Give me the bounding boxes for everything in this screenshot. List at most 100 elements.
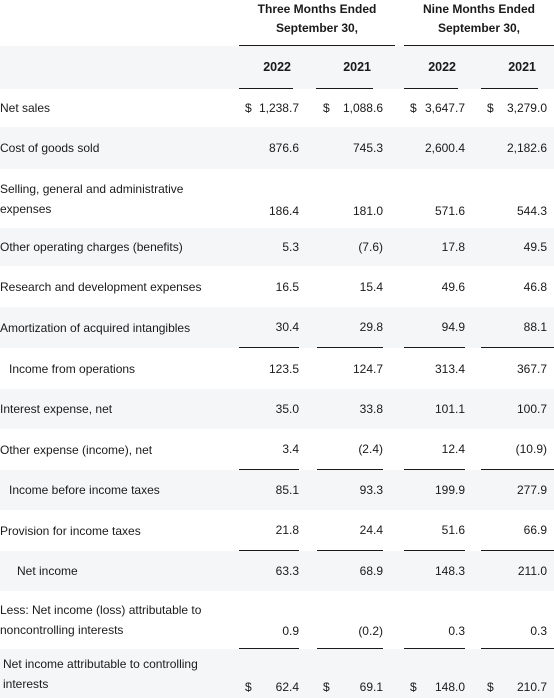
currency-symbol: $: [410, 101, 417, 115]
currency-symbol: $: [487, 101, 494, 115]
value-cell: 51.6: [404, 510, 465, 551]
value-q-2022: 63.3: [275, 564, 299, 578]
value-cell: 0.9: [239, 591, 299, 649]
value-cell: 199.9: [404, 470, 465, 510]
table-row: Selling, general and administrative expe…: [0, 169, 554, 228]
row-label-line2: interests: [3, 676, 49, 691]
value-q-2022: 876.6: [268, 141, 299, 155]
value-9m-2022: 51.6: [441, 523, 465, 537]
table-row: Net sales $1,238.7 $1,088.6 $3,647.7 $3,…: [0, 89, 554, 127]
value-cell: 93.3: [317, 470, 383, 510]
value-9m-2022: 148.0: [434, 680, 465, 694]
value-9m-2021: 66.9: [523, 523, 547, 537]
value-cell: 68.9: [317, 551, 383, 591]
row-label: Net income attributable to controlling i…: [0, 649, 198, 698]
value-cell: 21.8: [239, 510, 299, 551]
table-row: Income before income taxes 85.1 93.3 199…: [0, 470, 554, 510]
three-months-header-line1: Three Months Ended: [257, 2, 377, 16]
value-9m-2021: 367.7: [516, 361, 547, 376]
value-9m-2022: 49.6: [441, 279, 465, 294]
value-q-2021: 29.8: [359, 320, 383, 334]
value-cell: 186.4: [239, 169, 299, 228]
value-q-2021: 68.9: [359, 564, 383, 578]
currency-symbol: $: [323, 101, 330, 115]
value-cell: $1,088.6: [317, 89, 383, 127]
table-row: Net income 63.3 68.9 148.3 211.0: [0, 551, 554, 591]
value-q-2021: (7.6): [358, 240, 383, 254]
row-label: Other expense (income), net: [0, 442, 153, 457]
value-9m-2022: 0.3: [448, 624, 465, 638]
table-row: Less: Net income (loss) attributable to …: [0, 591, 554, 649]
row-label: Selling, general and administrative expe…: [0, 169, 183, 228]
value-9m-2021: 544.3: [516, 204, 547, 218]
value-9m-2021: 0.3: [530, 624, 547, 638]
value-9m-2022: 571.6: [434, 204, 465, 218]
value-cell: $148.0: [404, 649, 465, 698]
row-label: Less: Net income (loss) attributable to …: [0, 591, 201, 649]
value-cell: 85.1: [239, 470, 299, 510]
value-cell: 29.8: [317, 307, 383, 348]
value-cell: 544.3: [481, 169, 547, 228]
value-cell: 12.4: [404, 429, 465, 470]
value-q-2022: 85.1: [275, 483, 299, 497]
currency-symbol: $: [245, 101, 252, 115]
value-cell: 211.0: [481, 551, 547, 591]
value-q-2021: 124.7: [352, 361, 383, 376]
value-cell: 3.4: [239, 429, 299, 470]
value-cell: 181.0: [317, 169, 383, 228]
value-cell: (7.6): [317, 228, 383, 266]
value-cell: 0.3: [481, 591, 554, 649]
value-q-2022: 16.5: [275, 279, 299, 294]
year-header-q-2021: 2021: [316, 46, 373, 89]
table-row: Interest expense, net 35.0 33.8 101.1 10…: [0, 389, 554, 429]
nine-months-header-line2: September 30,: [437, 21, 521, 35]
row-label: Income before income taxes: [9, 483, 160, 497]
table-row: Net income attributable to controlling i…: [0, 649, 554, 698]
value-q-2022: 35.0: [275, 402, 299, 416]
value-cell: 313.4: [404, 348, 465, 389]
value-9m-2022: 94.9: [441, 320, 465, 334]
value-9m-2022: 148.3: [434, 564, 465, 578]
value-q-2022: 1,238.7: [258, 101, 299, 115]
value-cell: 17.8: [404, 228, 465, 266]
value-q-2022: 0.9: [282, 624, 299, 638]
row-label: Provision for income taxes: [0, 523, 141, 538]
value-q-2021: 69.1: [359, 680, 383, 694]
value-cell: 100.7: [481, 389, 547, 429]
value-q-2021: (2.4): [358, 442, 383, 456]
value-cell: 124.7: [317, 348, 383, 389]
value-cell: 49.6: [404, 266, 465, 307]
value-cell: 745.3: [317, 127, 383, 169]
currency-symbol: $: [245, 680, 252, 694]
three-months-header: Three Months Ended September 30,: [239, 0, 395, 46]
value-cell: 35.0: [239, 389, 299, 429]
value-cell: 571.6: [404, 169, 465, 228]
row-label-line2: noncontrolling interests: [0, 623, 124, 637]
value-q-2022: 21.8: [275, 523, 299, 537]
three-months-header-line2: September 30,: [275, 21, 359, 35]
value-cell: (2.4): [317, 429, 383, 470]
value-9m-2022: 313.4: [434, 361, 465, 376]
nine-months-header-line1: Nine Months Ended: [423, 2, 535, 16]
value-cell: 5.3: [239, 228, 299, 266]
value-9m-2022: 101.1: [434, 402, 465, 416]
value-cell: 46.8: [481, 266, 547, 307]
row-label: Research and development expenses: [0, 279, 202, 294]
value-9m-2022: 3,647.7: [424, 101, 465, 115]
year-header-band: [0, 46, 554, 89]
value-cell: 30.4: [239, 307, 299, 348]
value-q-2021: (0.2): [358, 624, 383, 638]
value-cell: 33.8: [317, 389, 383, 429]
value-9m-2022: 17.8: [441, 240, 465, 254]
value-q-2022: 3.4: [282, 442, 299, 456]
value-cell: 101.1: [404, 389, 465, 429]
value-q-2021: 15.4: [359, 279, 383, 294]
value-9m-2022: 2,600.4: [424, 141, 465, 155]
value-cell: 88.1: [481, 307, 554, 348]
currency-symbol: $: [487, 680, 494, 694]
value-q-2022: 5.3: [282, 240, 299, 254]
value-cell: 24.4: [317, 510, 383, 551]
value-cell: 2,182.6: [481, 127, 547, 169]
value-cell: (10.9): [481, 429, 554, 470]
